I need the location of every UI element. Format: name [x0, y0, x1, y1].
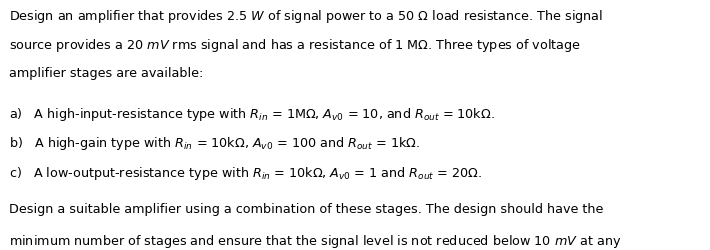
Text: source provides a 20 $\mathit{mV}$ rms signal and has a resistance of 1 M$\Omega: source provides a 20 $\mathit{mV}$ rms s… — [9, 38, 581, 54]
Text: a)   A high-input-resistance type with $R_{in}$ = 1M$\Omega$, $A_{v0}$ = 10, and: a) A high-input-resistance type with $R_… — [9, 106, 494, 123]
Text: Design an amplifier that provides 2.5 $\mathit{W}$ of signal power to a 50 $\Ome: Design an amplifier that provides 2.5 $\… — [9, 8, 603, 25]
Text: amplifier stages are available:: amplifier stages are available: — [9, 67, 203, 80]
Text: minimum number of stages and ensure that the signal level is not reduced below 1: minimum number of stages and ensure that… — [9, 233, 621, 250]
Text: Design a suitable amplifier using a combination of these stages. The design shou: Design a suitable amplifier using a comb… — [9, 204, 603, 216]
Text: c)   A low-output-resistance type with $R_{in}$ = 10k$\Omega$, $A_{v0}$ = 1 and : c) A low-output-resistance type with $R_… — [9, 165, 482, 182]
Text: b)   A high-gain type with $R_{in}$ = 10k$\Omega$, $A_{v0}$ = 100 and $R_{out}$ : b) A high-gain type with $R_{in}$ = 10k$… — [9, 135, 420, 152]
